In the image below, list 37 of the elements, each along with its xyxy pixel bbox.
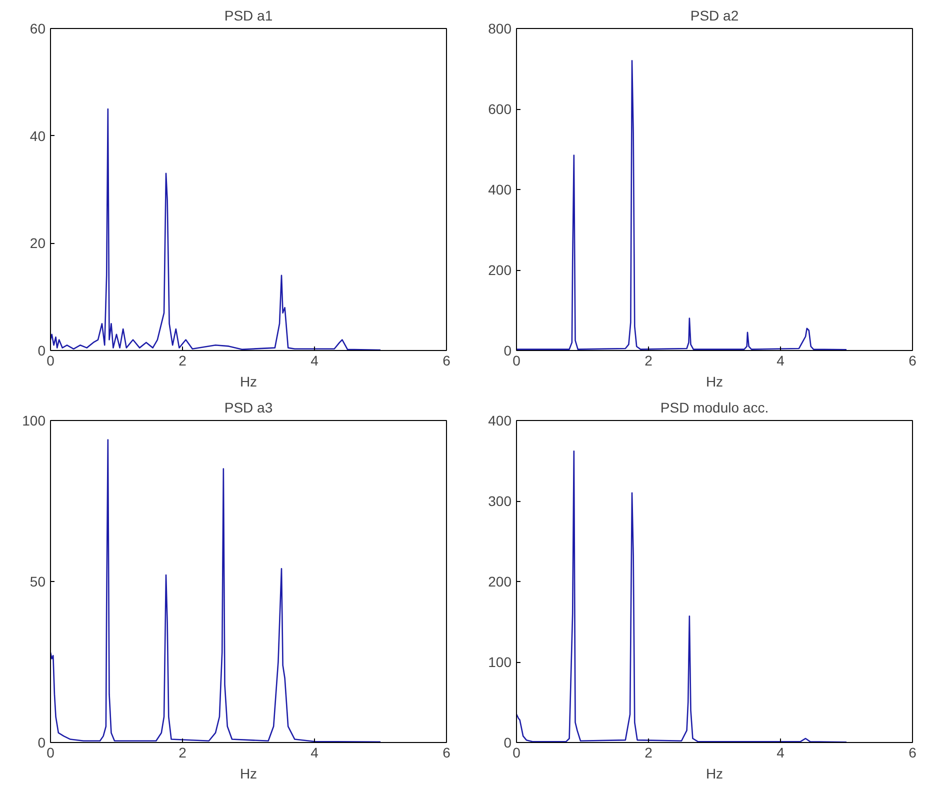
y-tick-label: 100: [22, 412, 46, 428]
x-tick-label: 6: [442, 744, 451, 760]
y-tick-label: 0: [38, 342, 46, 358]
x-tick-label: 2: [178, 744, 187, 760]
y-tick-label: 0: [38, 734, 46, 750]
x-tick-label: 4: [776, 744, 785, 760]
y-tick-label: 40: [30, 128, 46, 144]
y-tick-label: 800: [488, 20, 512, 36]
x-tick-label: 6: [908, 744, 917, 760]
chart-title: PSD a1: [224, 8, 273, 24]
y-tick-label: 50: [30, 574, 46, 590]
y-tick-label: 20: [30, 235, 46, 252]
x-axis-title: Hz: [240, 766, 258, 782]
x-tick-label: 4: [776, 352, 785, 368]
x-tick-label: 4: [310, 744, 319, 760]
y-tick-label: 100: [488, 654, 512, 670]
x-tick-label: 6: [908, 352, 917, 368]
x-axis-title: Hz: [240, 374, 258, 390]
y-tick-label: 300: [488, 493, 512, 509]
chart-title: PSD modulo acc.: [660, 400, 769, 416]
y-tick-label: 600: [488, 101, 512, 117]
y-tick-label: 400: [488, 412, 512, 428]
x-tick-label: 2: [178, 352, 187, 368]
x-tick-label: 2: [644, 744, 653, 760]
x-tick-label: 4: [310, 352, 319, 368]
chart-title: PSD a3: [224, 400, 273, 416]
x-axis-title: Hz: [706, 766, 724, 782]
y-tick-label: 400: [488, 182, 512, 198]
y-tick-label: 200: [488, 574, 512, 590]
y-tick-label: 60: [30, 20, 46, 36]
x-tick-label: 2: [644, 352, 653, 368]
y-tick-label: 200: [488, 262, 512, 278]
x-tick-label: 6: [442, 352, 451, 368]
y-tick-label: 0: [504, 734, 512, 750]
x-axis-title: Hz: [706, 374, 724, 390]
y-tick-label: 0: [504, 342, 512, 358]
chart-title: PSD a2: [690, 8, 739, 24]
